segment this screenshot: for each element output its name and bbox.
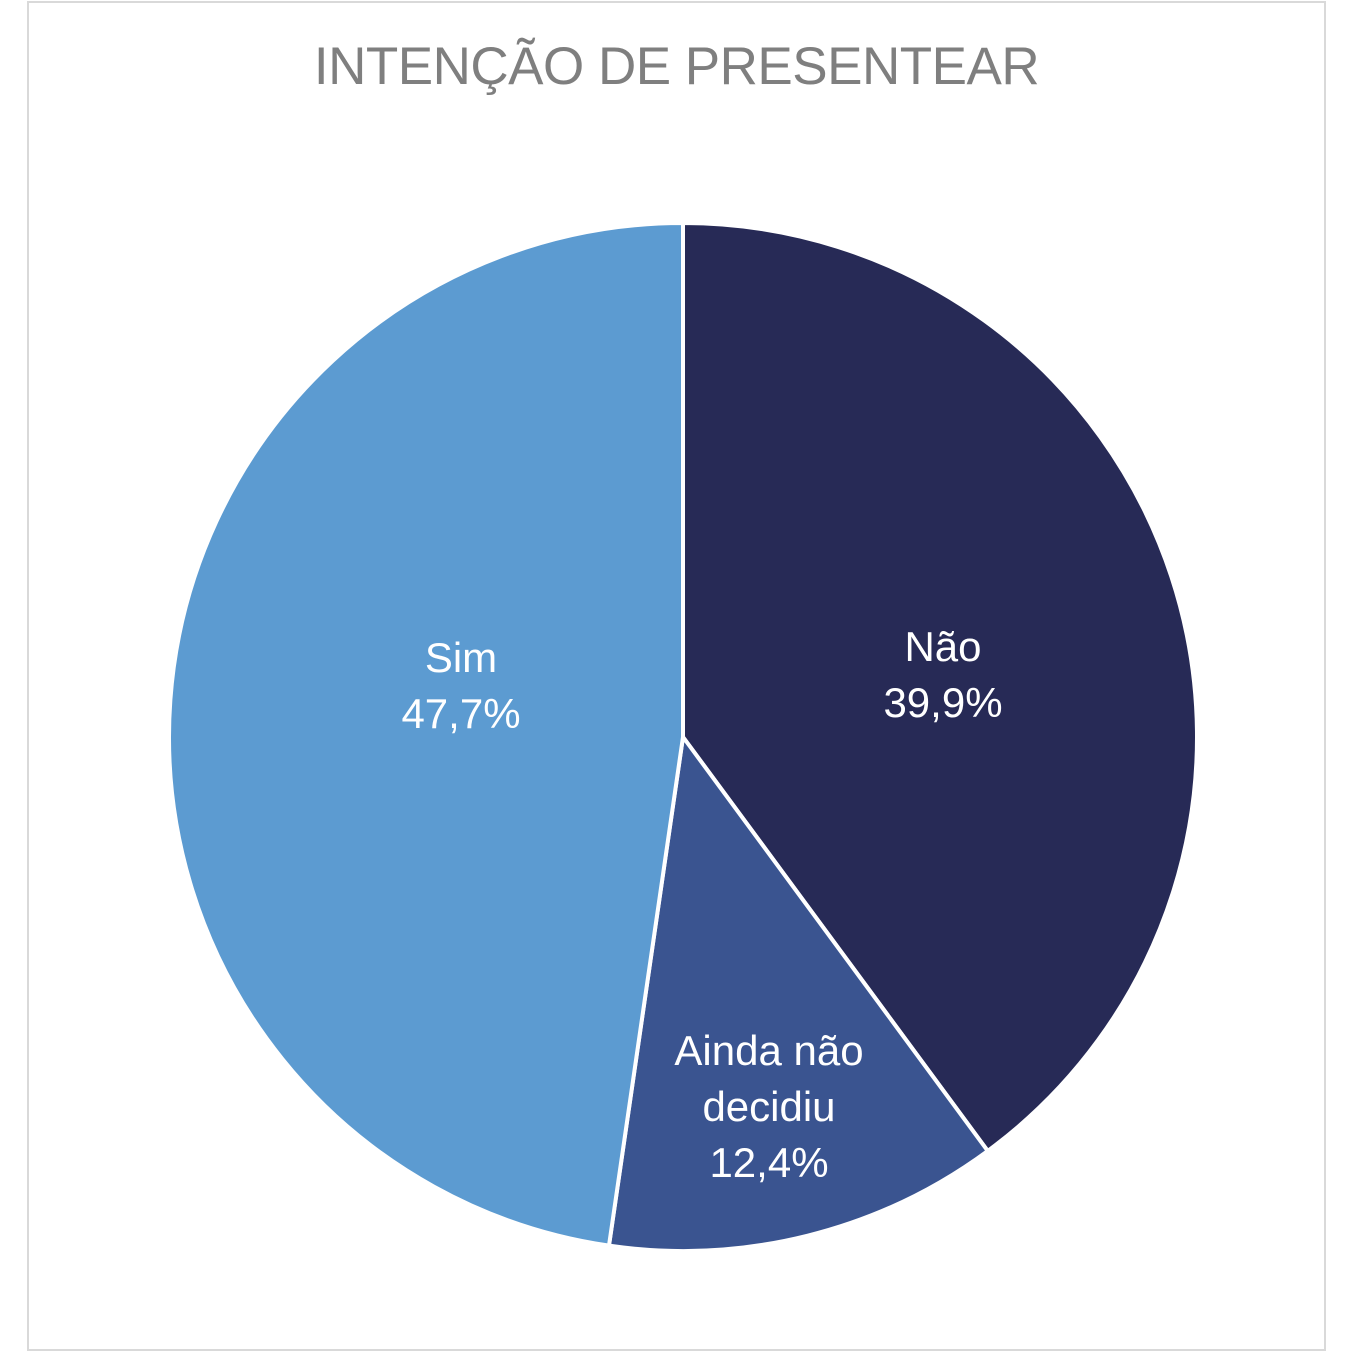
pie-slice-label-nao: Não 39,9% [883,623,1002,726]
pie-slice-label-ainda-nao-decidiu: Ainda não decidiu 12,4% [674,1027,863,1186]
pie-slice-ainda-nao-decidiu [606,735,990,1253]
chart-title: INTENÇÃO DE PRESENTEAR [313,37,1040,96]
pie-slice-label-sim: Sim 47,7% [401,634,520,737]
pie-slice-nao [681,221,1199,1153]
pie-slice-sim [167,221,685,1248]
